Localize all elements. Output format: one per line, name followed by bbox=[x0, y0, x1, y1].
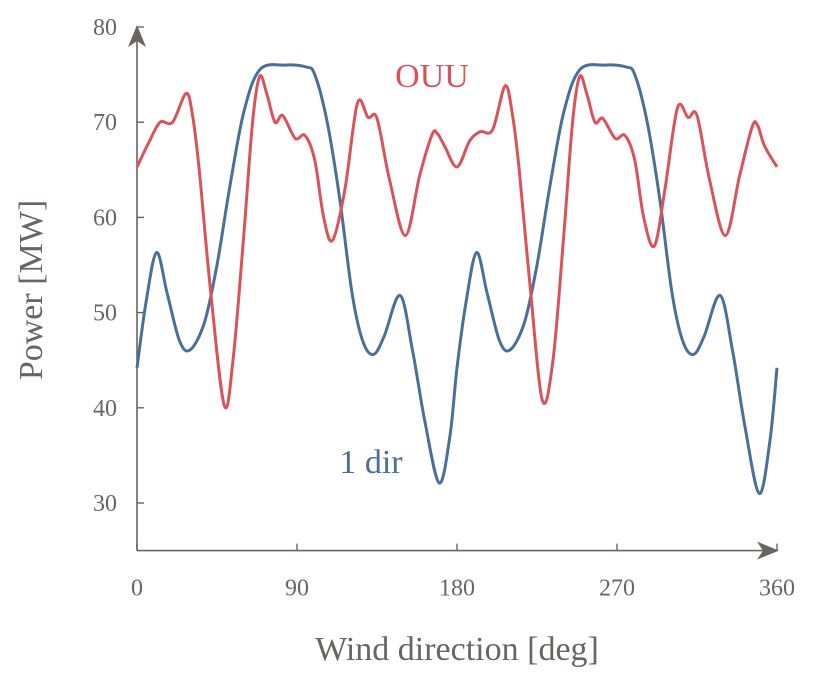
annotation-1-dir: 1 dir bbox=[339, 444, 403, 481]
annotation-ouu: OUU bbox=[395, 58, 469, 95]
y-tick-label: 40 bbox=[93, 396, 117, 422]
series-line-ouu bbox=[135, 74, 779, 410]
x-axis-label: Wind direction [deg] bbox=[315, 631, 599, 668]
y-axis-arrow-icon bbox=[128, 25, 146, 47]
y-tick-label: 80 bbox=[93, 15, 117, 41]
y-tick-label: 60 bbox=[93, 205, 117, 231]
x-tick-label: 180 bbox=[439, 576, 475, 602]
y-axis-label: Power [MW] bbox=[13, 200, 50, 380]
y-tick-label: 70 bbox=[93, 110, 117, 136]
x-axis-arrow-icon bbox=[757, 541, 779, 560]
x-tick-label: 0 bbox=[131, 576, 143, 602]
y-tick-label: 30 bbox=[93, 491, 117, 517]
x-tick-label: 360 bbox=[759, 576, 795, 602]
series-line-1-dir bbox=[135, 63, 779, 495]
series-group bbox=[135, 63, 779, 495]
x-tick-label: 270 bbox=[599, 576, 635, 602]
x-tick-label: 90 bbox=[285, 576, 309, 602]
y-tick-label: 50 bbox=[93, 301, 117, 327]
axes: 0 90 180 270 360 30 40 50 60 70 80 bbox=[93, 15, 795, 602]
